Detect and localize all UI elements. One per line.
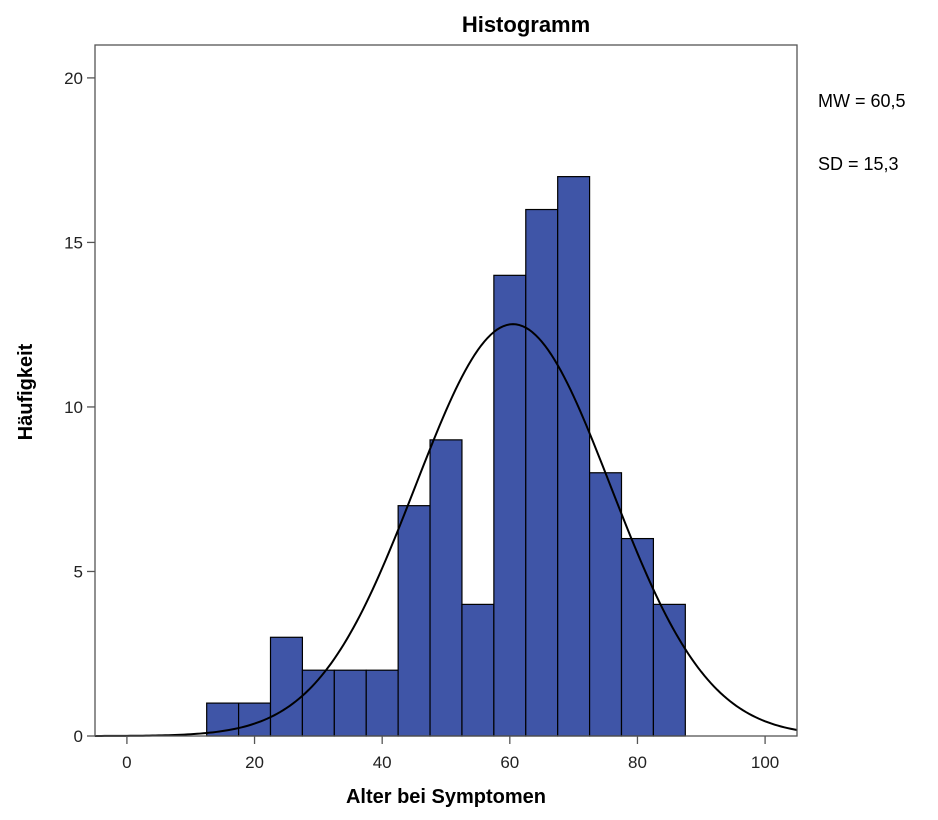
x-tick-label: 0	[122, 753, 131, 772]
histogram-bar	[620, 537, 655, 737]
bars-group	[206, 176, 686, 737]
plot-frame	[94, 44, 798, 737]
y-tick-label: 10	[64, 398, 83, 417]
x-tick-label: 80	[628, 753, 647, 772]
x-tick-label: 40	[373, 753, 392, 772]
x-axis-label: Alter bei Symptomen	[346, 786, 546, 808]
histogram-bar	[588, 472, 623, 737]
y-tick-label: 5	[74, 562, 83, 581]
histogram-bar	[493, 274, 527, 737]
x-tick-label: 100	[751, 753, 779, 772]
normal-curve	[94, 323, 798, 737]
x-axis-ticks: 0 20 40 60 80 100	[122, 736, 779, 772]
x-tick-label: 20	[245, 753, 264, 772]
histogram-bar	[333, 669, 367, 737]
histogram-bar	[461, 603, 495, 737]
y-tick-label: 20	[64, 69, 83, 88]
histogram-bar	[365, 669, 399, 737]
chart-title: Histogramm	[462, 12, 590, 37]
histogram-bar	[269, 636, 304, 737]
y-tick-label: 15	[64, 233, 83, 252]
histogram-bar	[525, 208, 559, 737]
histogram-bar	[557, 176, 591, 737]
y-tick-label: 0	[74, 727, 83, 746]
y-axis-ticks: 0 5 10 15 20	[64, 69, 95, 746]
y-axis-label: Häufigkeit	[15, 343, 37, 440]
mean-stat: MW = 60,5	[818, 91, 906, 111]
histogram-bar	[652, 603, 686, 737]
histogram-bar	[429, 439, 463, 737]
histogram-bar	[397, 505, 431, 737]
x-tick-label: 60	[500, 753, 519, 772]
sd-stat: SD = 15,3	[818, 154, 899, 174]
